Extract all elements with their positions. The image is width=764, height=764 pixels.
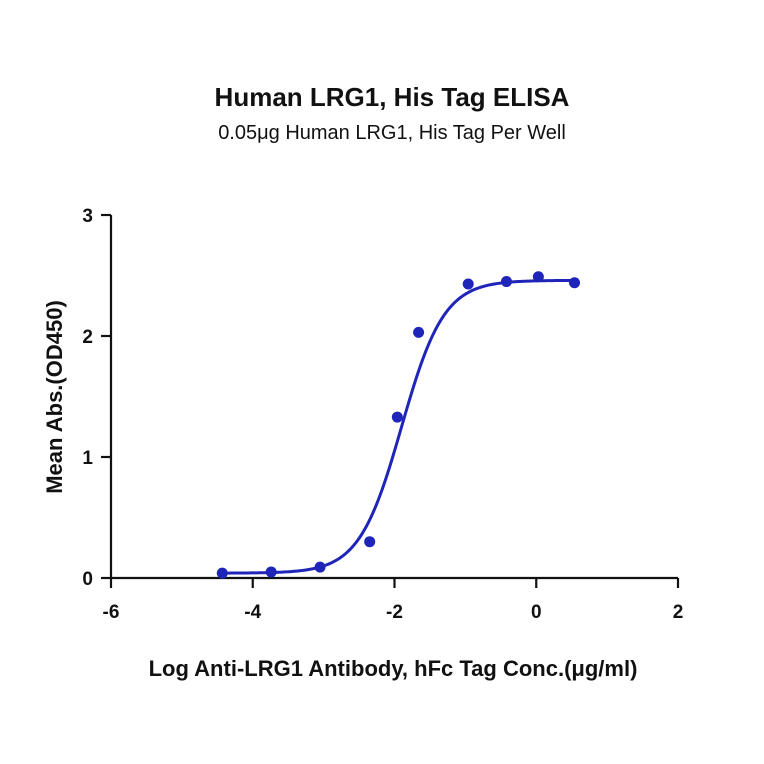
data-point (500, 276, 512, 288)
y-tick-label: 0 (82, 569, 93, 590)
x-axis-label: Log Anti-LRG1 Antibody, hFc Tag Conc.(μg… (149, 656, 638, 681)
x-tick-label: 2 (673, 602, 684, 623)
x-tick-label: -2 (386, 602, 403, 623)
fit-curve (222, 278, 575, 575)
y-tick-label: 1 (82, 448, 93, 469)
y-tick-label: 2 (82, 327, 93, 348)
data-point (569, 277, 581, 289)
data-point (391, 411, 403, 423)
data-point (413, 326, 425, 338)
x-tick-label: -6 (103, 602, 120, 623)
fit-curve-layer (222, 278, 575, 575)
data-points (216, 271, 581, 579)
x-tick-label: 0 (531, 602, 542, 623)
data-point (364, 536, 376, 548)
data-point (532, 271, 544, 283)
x-tick-label: -4 (244, 602, 261, 623)
data-point (462, 278, 474, 290)
axes (109, 215, 678, 580)
ticks: -6 -4 -2 0 2 0 1 2 3 (82, 206, 683, 623)
y-tick-label: 3 (82, 206, 93, 227)
chart-subtitle: 0.05μg Human LRG1, His Tag Per Well (218, 122, 566, 144)
chart-title: Human LRG1, His Tag ELISA (215, 82, 570, 112)
data-point (216, 567, 228, 579)
y-axis-label: Mean Abs.(OD450) (42, 300, 67, 494)
data-point (314, 561, 326, 573)
data-point (265, 566, 277, 578)
